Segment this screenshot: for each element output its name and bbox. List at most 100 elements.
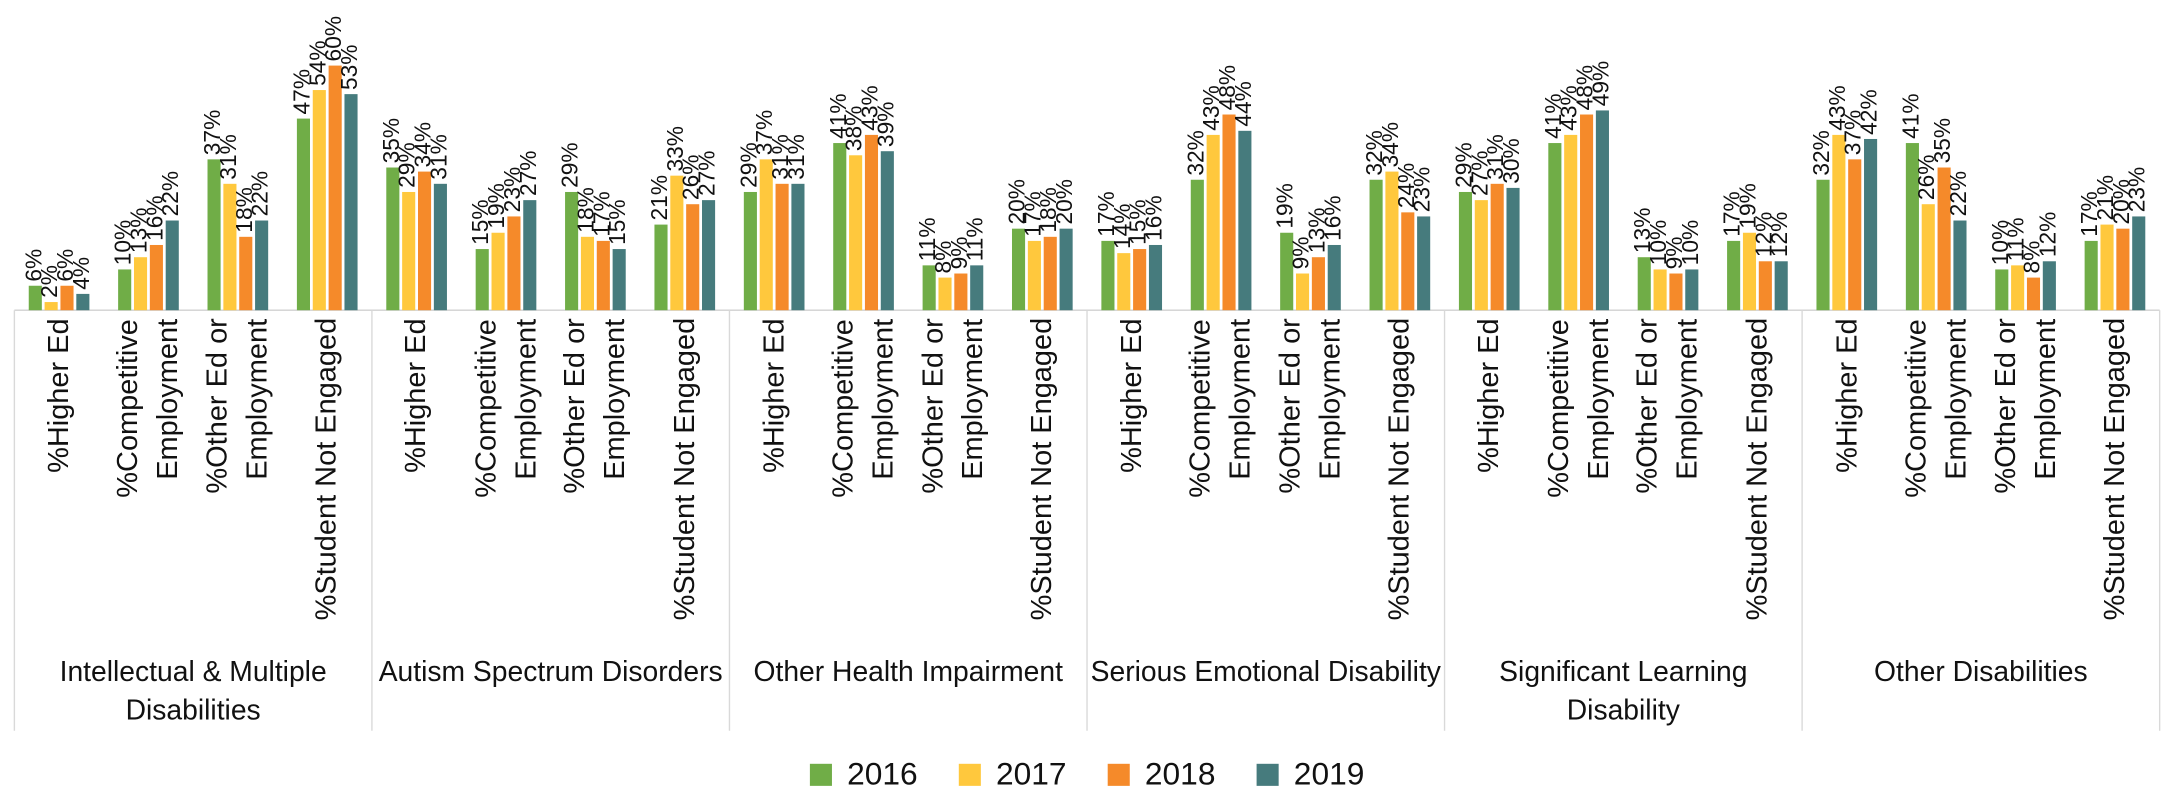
bar (1190, 179, 1204, 311)
bar (596, 240, 610, 311)
bar (1148, 244, 1163, 311)
data-label: 27% (694, 150, 720, 196)
bar (612, 249, 626, 311)
category-label-wrap: %Higher Ed (372, 318, 461, 649)
category-label-box: %Other Ed or Employment (1990, 318, 2062, 493)
data-label: 12% (1750, 212, 1776, 258)
category-label-box: %Other Ed or Employment (202, 318, 274, 493)
bar (1727, 240, 1741, 311)
x-tick-label: %Competitive Employment (112, 318, 185, 498)
data-label: 18% (1035, 187, 1061, 233)
category-label-wrap: %Higher Ed (14, 318, 103, 649)
x-tick-label: %Student Not Engaged (1026, 318, 1059, 622)
legend-swatch (809, 763, 832, 786)
legend-label: 2019 (1294, 756, 1365, 790)
data-label: 29% (1450, 142, 1476, 188)
bar (759, 159, 773, 311)
bar (1774, 261, 1788, 311)
bar (1059, 228, 1073, 311)
data-label: 19% (483, 183, 509, 229)
bar (1637, 257, 1651, 311)
bar (1417, 216, 1431, 311)
data-label: 14% (1109, 203, 1135, 249)
bar (296, 118, 310, 311)
data-label: 27% (515, 150, 541, 196)
data-label: 11% (962, 217, 988, 261)
category-label-box: %Competitive Employment (1543, 318, 1615, 497)
data-label: 29% (557, 142, 583, 188)
data-label: 29% (735, 142, 761, 188)
bar (1238, 130, 1252, 311)
bar (2100, 224, 2114, 311)
data-label: 8% (930, 241, 956, 274)
category-label-box: %Other Ed or Employment (1275, 318, 1347, 493)
data-label: 9% (946, 237, 972, 270)
bar (1921, 204, 1935, 311)
data-label: 49% (1587, 61, 1613, 107)
data-label: 53% (336, 44, 362, 90)
data-label: 19% (1272, 183, 1298, 229)
data-label: 10% (1645, 220, 1671, 266)
bar (1742, 232, 1757, 311)
bar (255, 220, 269, 311)
bar (523, 200, 537, 311)
bar (791, 183, 805, 311)
data-label: 48% (1572, 65, 1598, 111)
data-label: 22% (247, 171, 273, 217)
data-label: 26% (678, 155, 704, 201)
data-label: 6% (52, 249, 78, 282)
data-label: 16% (1319, 195, 1345, 241)
legend-swatch (1256, 763, 1279, 786)
data-label: 11% (2003, 217, 2029, 261)
x-tick-label: %Competitive Employment (827, 318, 900, 498)
bar (1101, 240, 1115, 311)
data-label: 34% (1377, 122, 1403, 168)
bar (1011, 228, 1026, 311)
category-label-box: %Student Not Engaged (2099, 318, 2131, 621)
data-label: 32% (1361, 130, 1387, 176)
bar (491, 232, 505, 311)
bar (954, 273, 968, 311)
data-label: 32% (1808, 130, 1834, 176)
data-label: 9% (1288, 237, 1314, 270)
bar (344, 94, 358, 311)
data-label: 23% (2124, 167, 2150, 213)
data-label: 20% (1004, 179, 1030, 225)
data-label: 17% (1093, 191, 1119, 237)
category-label-box: %Higher Ed (1116, 318, 1148, 473)
data-label: 22% (1945, 171, 1971, 217)
data-label: 26% (1913, 155, 1939, 201)
data-label: 16% (141, 195, 167, 241)
category-label-wrap: %Student Not Engaged (1713, 318, 1802, 649)
data-label: 33% (662, 126, 688, 172)
bar (1595, 110, 1609, 311)
data-label: 18% (231, 187, 257, 233)
data-label: 21% (2092, 175, 2118, 221)
data-label: 8% (2018, 241, 2044, 274)
x-tick-label: %Student Not Engaged (1383, 318, 1416, 622)
bar (223, 183, 237, 311)
category-label-box: %Competitive Employment (827, 318, 900, 498)
bar (1385, 171, 1399, 311)
category-label-wrap: %Student Not Engaged (283, 318, 372, 649)
bar (328, 65, 342, 311)
data-label: 17% (1019, 191, 1045, 237)
data-label: 31% (425, 134, 451, 180)
data-label: 13% (1303, 208, 1329, 254)
bar (654, 224, 668, 311)
bar (2084, 240, 2098, 311)
x-tick-label: %Higher Ed (758, 318, 790, 473)
bar (475, 249, 489, 311)
bar (1564, 134, 1578, 311)
bar (1548, 143, 1562, 311)
category-label-wrap: %Higher Ed (1445, 318, 1534, 649)
group-label: Autism Spectrum Disorders (378, 656, 723, 688)
bar (938, 277, 952, 311)
legend-label: 2016 (847, 756, 918, 790)
category-label-wrap: %Higher Ed (729, 318, 818, 649)
group-label-box: Other Disabilities (1874, 656, 2088, 688)
category-label-box: %Higher Ed (14, 318, 103, 649)
x-tick-label: %Competitive Employment (1185, 318, 1257, 498)
data-label: 19% (1734, 183, 1760, 229)
data-label: 42% (1856, 89, 1882, 135)
